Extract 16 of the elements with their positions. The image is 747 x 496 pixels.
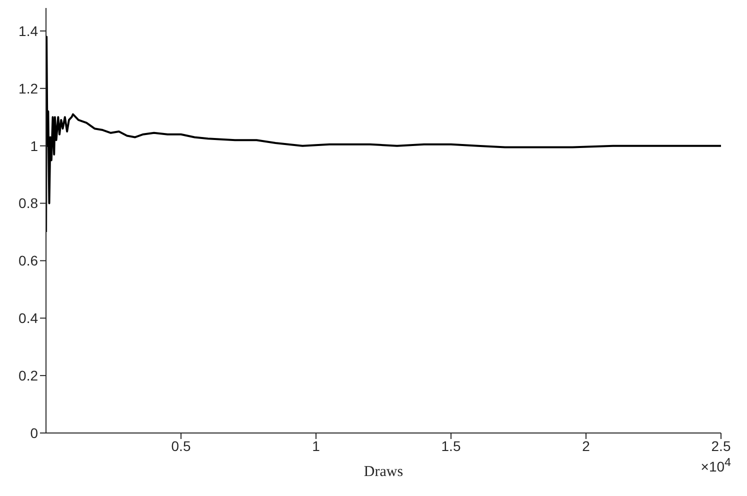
x-tick-label: 2 [582, 438, 590, 454]
line-series [46, 36, 721, 233]
text: ×10$^{4}$ [700, 456, 731, 475]
y-tick-label: 0 [30, 424, 38, 441]
y-tick-label: 1.4 [18, 22, 38, 39]
x-tick-label: 0.5 [171, 438, 191, 454]
x-tick-label: 2.5 [711, 438, 731, 454]
y-tick-label: 0.6 [18, 252, 38, 269]
y-tick-label: 0.4 [18, 310, 38, 326]
y-tick-label: 1.2 [18, 80, 38, 96]
y-tick-label: 1 [30, 138, 38, 154]
x-tick-label: 1.5 [441, 438, 461, 454]
x-axis-title: Draws [364, 464, 404, 480]
y-tick-label: 0.2 [18, 368, 38, 384]
y-tick-label: 0.8 [18, 195, 38, 212]
x-tick-label: 1 [312, 438, 320, 454]
